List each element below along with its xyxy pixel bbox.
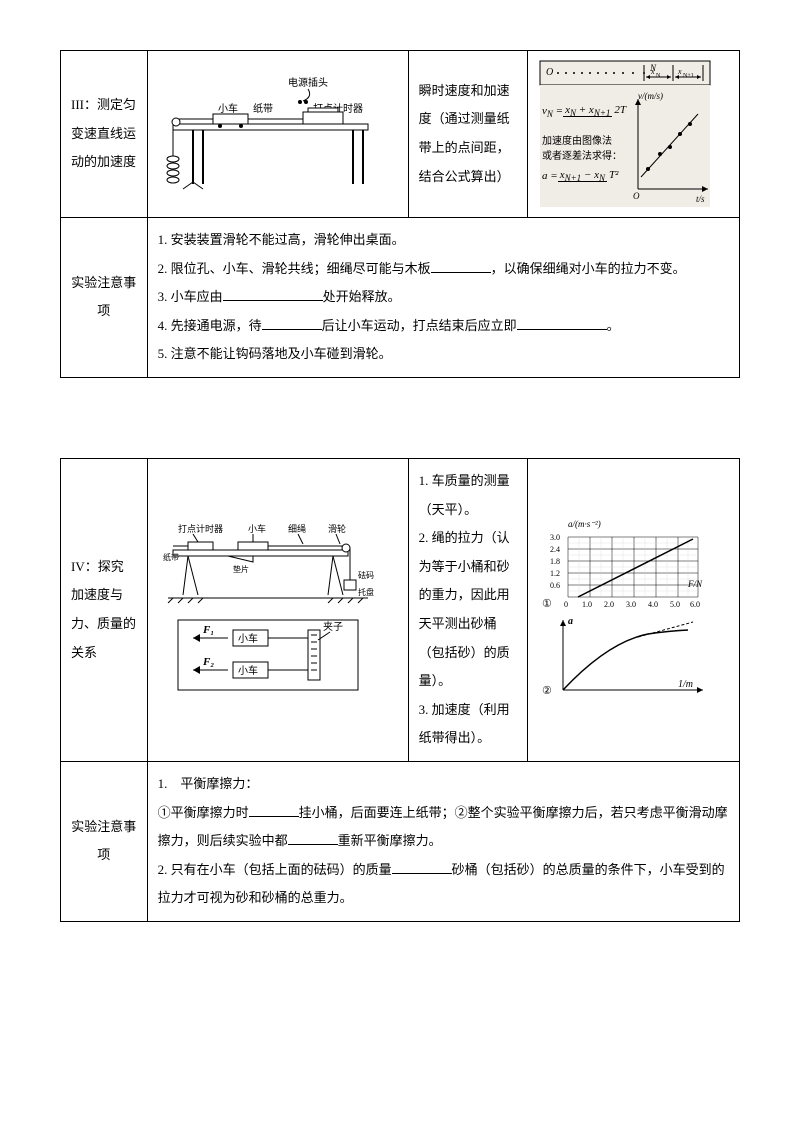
a-vs-1m-graph: a 1/m ② [538, 612, 713, 702]
svg-text:N: N [656, 73, 661, 79]
apparatus-diagram-4: 打点计时器 小车 细绳 滑轮 砝码 托盘 垫片 纸带 [158, 520, 378, 700]
apparatus-diagram-3: 电源插头 小车 纸带 打点计时器 [158, 74, 378, 194]
svg-text:垫片: 垫片 [233, 564, 249, 574]
note-5: 5. 注意不能让钩码落地及小车碰到滑轮。 [158, 340, 729, 369]
exp3-notes-label: 实验注意事项 [61, 218, 148, 378]
svg-text:小车: 小车 [238, 664, 258, 677]
exp4-notes-label: 实验注意事项 [61, 761, 148, 921]
svg-text:v/(m/s): v/(m/s) [638, 91, 663, 101]
exp3-title: III：测定匀变速直线运动的加速度 [61, 51, 148, 218]
velocity-time-graph: O N xN xN+1 v/(m/s) vN = xN + xN+12T [538, 59, 713, 209]
exp3-graph: O N xN xN+1 v/(m/s) vN = xN + xN+12T [527, 51, 739, 218]
exp4-diagram: 打点计时器 小车 细绳 滑轮 砝码 托盘 垫片 纸带 [147, 458, 408, 761]
svg-text:3.0: 3.0 [550, 533, 560, 542]
svg-text:砝码: 砝码 [358, 570, 374, 580]
exp4-measure: 1. 车质量的测量（天平）。 2. 绳的拉力（认为等于小桶和砂的重力，因此用天平… [408, 458, 527, 761]
exp3-measure: 瞬时速度和加速度（通过测量纸带上的点间距，结合公式算出） [408, 51, 527, 218]
note-2: ①平衡摩擦力时挂小桶，后面要连上纸带；②整个实验平衡摩擦力后，若只考虑平衡滑动摩… [158, 799, 729, 856]
svg-text:F/N: F/N [687, 579, 703, 589]
svg-text:t/s: t/s [696, 194, 705, 204]
svg-text:纸带: 纸带 [253, 102, 273, 115]
svg-text:0.6: 0.6 [550, 581, 560, 590]
note-1: 1. 安装装置滑轮不能过高，滑轮伸出桌面。 [158, 226, 729, 255]
svg-text:F₁: F₁ [202, 624, 214, 636]
measure-1: 1. 车质量的测量（天平）。 [419, 467, 517, 524]
note-3: 3. 小车应由处开始释放。 [158, 283, 729, 312]
note-1: 1. 平衡摩擦力： [158, 770, 729, 799]
svg-text:O: O [546, 67, 553, 78]
svg-text:1.2: 1.2 [550, 569, 560, 578]
svg-text:小车: 小车 [248, 523, 266, 534]
svg-text:2.4: 2.4 [550, 545, 560, 554]
svg-text:x: x [650, 67, 655, 76]
note-4: 4. 先接通电源，待后让小车运动，打点结束后应立即。 [158, 312, 729, 341]
svg-text:4.0: 4.0 [648, 600, 658, 609]
svg-text:2.0: 2.0 [604, 600, 614, 609]
svg-text:a/(m·s⁻²): a/(m·s⁻²) [568, 519, 601, 529]
measure-3: 3. 加速度（利用纸带得出）。 [419, 696, 517, 753]
svg-text:0: 0 [564, 600, 568, 609]
svg-text:1.8: 1.8 [550, 557, 560, 566]
svg-text:a: a [568, 616, 573, 627]
svg-text:N+1: N+1 [683, 73, 694, 79]
svg-text:细绳: 细绳 [288, 523, 306, 534]
note-3: 2. 只有在小车（包括上面的砝码）的质量砂桶（包括砂）的总质量的条件下，小车受到… [158, 856, 729, 913]
svg-text:打点计时器: 打点计时器 [178, 523, 223, 534]
svg-text:加速度由图像法: 加速度由图像法 [542, 134, 612, 147]
svg-text:小车: 小车 [238, 632, 258, 645]
svg-text:滑轮: 滑轮 [328, 523, 346, 534]
svg-text:1/m: 1/m [678, 679, 693, 690]
measure-2: 2. 绳的拉力（认为等于小桶和砂的重力，因此用天平测出砂桶（包括砂）的质量）。 [419, 524, 517, 696]
svg-text:O: O [633, 191, 640, 201]
svg-text:电源插头: 电源插头 [288, 76, 328, 89]
svg-text:1.0: 1.0 [582, 600, 592, 609]
table-experiment-3: III：测定匀变速直线运动的加速度 电源插头 小车 纸带 打点计时器 [60, 50, 740, 378]
svg-text:x: x [677, 67, 682, 76]
svg-text:②: ② [542, 685, 552, 697]
svg-text:纸带: 纸带 [163, 552, 179, 562]
svg-text:夹子: 夹子 [323, 620, 343, 633]
svg-text:6.0: 6.0 [690, 600, 700, 609]
exp4-graphs: a/(m·s⁻²) 3.0 2.4 1.8 1.2 0.6 0 1.0 2.0 [527, 458, 739, 761]
svg-text:托盘: 托盘 [358, 587, 374, 597]
exp4-title: IV：探究加速度与力、质量的关系 [61, 458, 148, 761]
exp3-notes: 1. 安装装置滑轮不能过高，滑轮伸出桌面。 2. 限位孔、小车、滑轮共线；细绳尽… [147, 218, 739, 378]
svg-text:小车: 小车 [218, 102, 238, 115]
svg-text:5.0: 5.0 [670, 600, 680, 609]
svg-text:3.0: 3.0 [626, 600, 636, 609]
note-2: 2. 限位孔、小车、滑轮共线；细绳尽可能与木板，以确保细绳对小车的拉力不变。 [158, 255, 729, 284]
svg-text:或者逐差法求得：: 或者逐差法求得： [542, 149, 622, 162]
table-experiment-4: IV：探究加速度与力、质量的关系 打点计时器 小车 细绳 滑轮 砝码 托盘 [60, 458, 740, 922]
svg-text:F₂: F₂ [202, 656, 214, 668]
svg-text:①: ① [542, 598, 552, 610]
exp3-diagram: 电源插头 小车 纸带 打点计时器 [147, 51, 408, 218]
exp4-notes: 1. 平衡摩擦力： ①平衡摩擦力时挂小桶，后面要连上纸带；②整个实验平衡摩擦力后… [147, 761, 739, 921]
a-vs-F-graph: a/(m·s⁻²) 3.0 2.4 1.8 1.2 0.6 0 1.0 2.0 [538, 517, 713, 612]
